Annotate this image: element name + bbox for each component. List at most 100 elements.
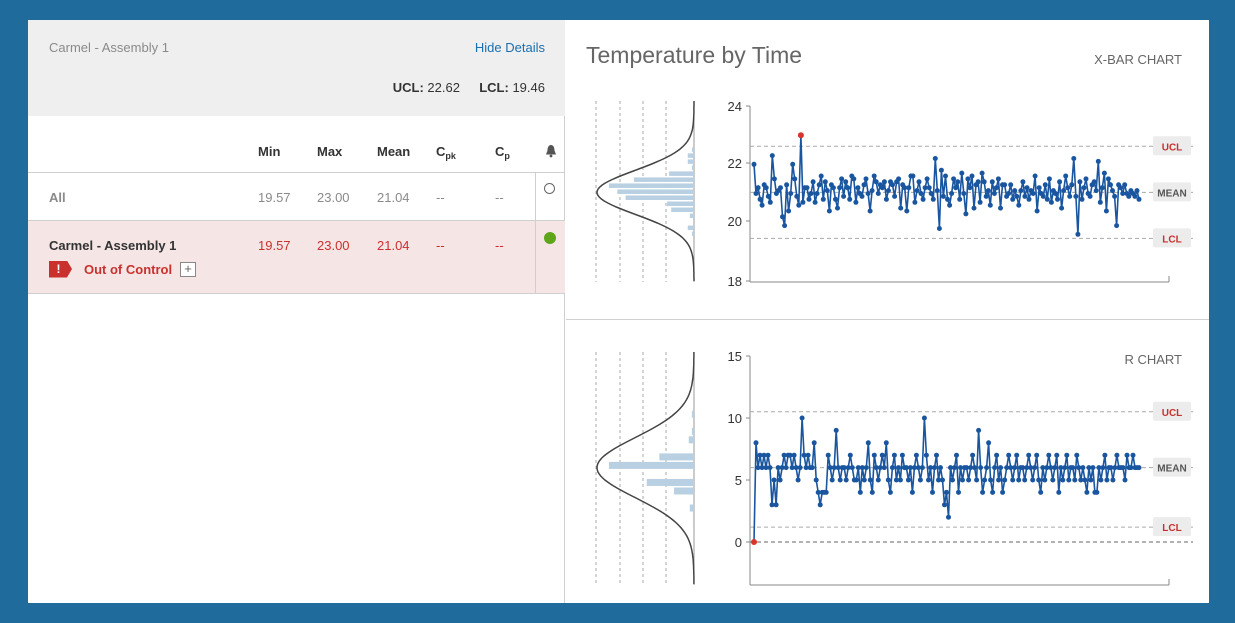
data-point — [1014, 452, 1020, 458]
data-point — [786, 208, 792, 214]
row-cpk: -- — [436, 238, 445, 253]
expand-button[interactable]: + — [180, 261, 197, 277]
histogram-bar — [691, 427, 694, 435]
table-row[interactable]: All 19.57 23.00 21.04 -- -- — [28, 173, 565, 221]
app-window: Carmel - Assembly 1 Hide Details UCL: 22… — [28, 20, 1209, 603]
data-point — [1102, 452, 1108, 458]
data-point — [763, 185, 769, 191]
data-point — [809, 465, 815, 471]
data-point — [905, 477, 911, 483]
y-tick-label: 20 — [728, 214, 742, 229]
data-point — [788, 191, 794, 196]
data-point — [982, 477, 988, 483]
data-point — [879, 452, 885, 458]
data-point — [825, 452, 831, 458]
hide-details-link[interactable]: Hide Details — [474, 40, 545, 55]
status-dot-empty[interactable] — [544, 183, 555, 194]
data-point — [1096, 465, 1102, 471]
data-point — [780, 214, 785, 220]
data-point — [1087, 193, 1093, 199]
data-point — [833, 196, 838, 202]
data-point — [1126, 193, 1132, 199]
data-point — [1118, 185, 1124, 191]
row-min: 19.57 — [258, 190, 291, 205]
col-min[interactable]: Min — [258, 144, 281, 159]
data-point — [777, 477, 783, 483]
data-point — [759, 202, 765, 208]
data-point — [1110, 477, 1116, 483]
data-point — [863, 465, 869, 471]
data-point — [967, 185, 973, 191]
control-limits: UCL: 22.62 LCL: 19.46 — [393, 80, 545, 95]
data-point — [947, 202, 953, 208]
data-point — [1101, 170, 1107, 176]
data-point — [992, 465, 998, 471]
out-of-control-point — [751, 539, 757, 545]
data-point — [1099, 185, 1105, 191]
data-point — [1016, 477, 1022, 483]
data-point — [991, 191, 997, 196]
data-point — [968, 465, 974, 471]
data-point — [797, 465, 803, 471]
data-point — [940, 477, 945, 483]
data-point — [958, 465, 963, 471]
data-point — [789, 465, 795, 471]
row-mean: 21.04 — [377, 190, 410, 205]
data-point — [849, 465, 855, 471]
data-point — [1040, 193, 1046, 199]
data-point — [755, 185, 761, 191]
data-point — [827, 465, 833, 471]
data-point — [783, 465, 789, 471]
data-point — [972, 465, 978, 471]
col-cp[interactable]: Cp — [495, 144, 510, 161]
data-point — [793, 465, 799, 471]
data-point — [1034, 452, 1040, 458]
col-max[interactable]: Max — [317, 144, 343, 159]
data-point — [904, 208, 910, 214]
data-point — [913, 452, 919, 458]
data-point — [1038, 489, 1044, 495]
data-point — [1105, 176, 1111, 182]
col-mean[interactable]: Mean — [377, 144, 411, 159]
histogram-bar — [688, 436, 694, 444]
data-point — [801, 452, 807, 458]
data-point — [954, 452, 959, 458]
data-point — [847, 196, 853, 202]
data-point — [930, 489, 935, 495]
data-point — [1028, 465, 1034, 471]
data-point — [902, 185, 908, 191]
alert-bell-icon[interactable] — [544, 144, 558, 161]
data-point — [1044, 196, 1050, 202]
data-point — [833, 427, 839, 433]
data-point — [1020, 465, 1026, 471]
data-point — [869, 188, 875, 194]
data-point — [1072, 477, 1078, 483]
data-point — [976, 427, 982, 433]
data-point — [753, 440, 759, 446]
data-point — [1020, 179, 1026, 185]
histogram-bar — [687, 159, 694, 164]
col-cpk[interactable]: Cpk — [436, 144, 456, 161]
lcl-badge — [1153, 228, 1191, 248]
histogram-bar — [674, 487, 694, 495]
data-point — [824, 188, 830, 194]
data-point — [1088, 477, 1094, 483]
data-point — [978, 465, 984, 471]
data-point — [1082, 477, 1088, 483]
data-point — [944, 489, 949, 495]
ucl-badge-label: UCL — [1162, 142, 1183, 153]
data-point — [1055, 196, 1060, 202]
status-dot-active[interactable] — [544, 232, 556, 244]
data-point — [1010, 477, 1016, 483]
data-point — [810, 179, 816, 185]
data-point — [796, 202, 802, 208]
data-point — [970, 452, 976, 458]
mean-badge-label: MEAN — [1157, 188, 1186, 199]
data-point — [946, 514, 951, 520]
data-point — [792, 176, 798, 182]
lcl-badge-label: LCL — [1162, 523, 1181, 534]
table-row-selected[interactable]: Carmel - Assembly 1 19.57 23.00 21.04 --… — [28, 221, 565, 294]
data-point — [1104, 477, 1110, 483]
data-point — [974, 477, 980, 483]
row-min: 19.57 — [258, 238, 291, 253]
